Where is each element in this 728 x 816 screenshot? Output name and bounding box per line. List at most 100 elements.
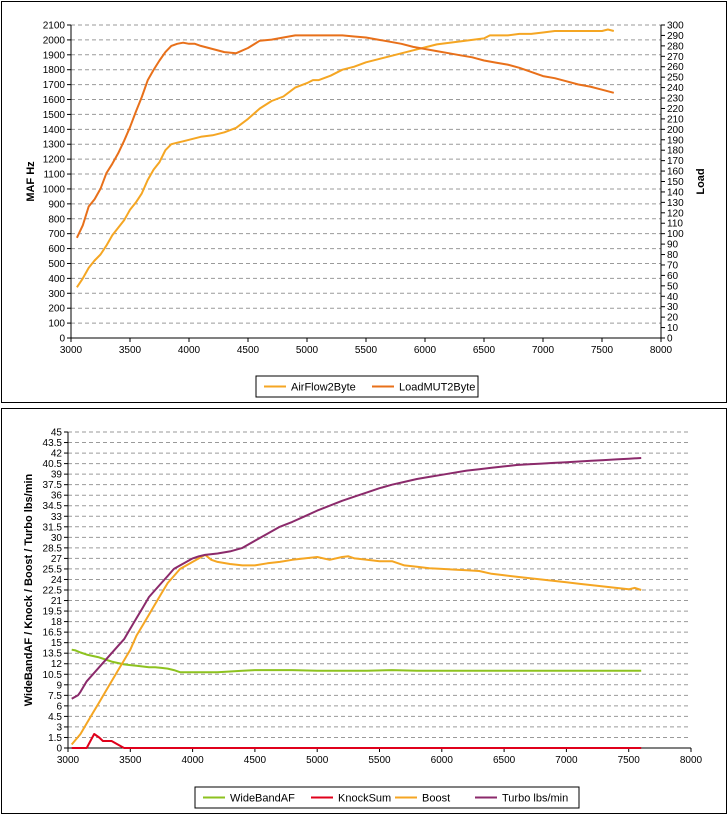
x-tick-label: 5500 — [368, 755, 391, 766]
x-tick-label: 3000 — [60, 345, 83, 356]
x-tick-label: 6000 — [414, 345, 437, 356]
y2-tick-label: 280 — [667, 41, 684, 52]
legend-label-boost: Boost — [422, 793, 450, 805]
y-tick-label: 2000 — [43, 35, 66, 46]
x-tick-label: 5000 — [296, 345, 319, 356]
legend: WideBandAF KnockSum Boost Turbo lbs/min — [194, 786, 580, 809]
x-tick-label: 8000 — [650, 345, 673, 356]
series-line-widebandaf — [71, 648, 642, 674]
y-tick-label: 1.5 — [48, 733, 62, 744]
x-tick-label: 6000 — [431, 755, 454, 766]
y-tick-label: 6 — [56, 701, 62, 712]
y2-tick-label: 20 — [667, 313, 679, 324]
y2-tick-label: 180 — [667, 146, 684, 157]
chart-panel-widebandaf-knock-boost-turbo: 0 1.5 3 4.5 6 7.5 9 10.5 12 13.5 15 16.5 18 19.5 21 22.… — [1, 408, 727, 814]
y-tick-label: 31.5 — [43, 522, 63, 533]
y-tick-label: 34.5 — [43, 501, 63, 512]
legend-label-knocksum: KnockSum — [338, 793, 391, 805]
y2-tick-label: 110 — [667, 219, 683, 230]
y-tick-label: 1400 — [43, 125, 66, 136]
y2-tick-label: 50 — [667, 281, 679, 292]
y2-tick-label: 300 — [667, 21, 684, 32]
series-line-loadmut2byte — [75, 34, 615, 239]
y-tick-label: 100 — [48, 319, 65, 330]
y-tick-label: 22.5 — [43, 586, 63, 597]
y-tick-label: 3 — [56, 722, 62, 733]
y-tick-label: 1200 — [43, 155, 66, 166]
y2-tick-label: 290 — [667, 31, 684, 42]
y-tick-label: 1100 — [43, 170, 65, 181]
legend-label-widebandaf: WideBandAF — [230, 793, 295, 805]
y2-tick-label: 120 — [667, 208, 684, 219]
y-axis-title: MAF Hz — [25, 161, 37, 202]
y2-tick-label: 260 — [667, 62, 684, 73]
y-tick-label: 21 — [51, 596, 63, 607]
y-tick-label: 300 — [48, 289, 65, 300]
y2-tick-label: 70 — [667, 260, 679, 271]
y-tick-label: 0 — [56, 744, 62, 755]
y-tick-label: 500 — [48, 259, 65, 270]
y-tick-label: 4.5 — [48, 712, 62, 723]
y-tick-label: 1000 — [43, 184, 66, 195]
y-tick-label: 43.5 — [43, 438, 63, 449]
y2-tick-label: 200 — [667, 125, 684, 136]
series-line-turbo-lbs-min — [71, 457, 642, 700]
x-tick-label: 7500 — [591, 345, 614, 356]
y-tick-label: 39 — [51, 470, 63, 481]
y-tick-label: 12 — [51, 659, 63, 670]
y-tick-label: 19.5 — [43, 607, 63, 618]
y-tick-label: 900 — [48, 199, 65, 210]
y-tick-label: 1500 — [43, 110, 66, 121]
legend-box — [255, 375, 479, 398]
y-tick-label: 45 — [51, 428, 63, 439]
y2-tick-label: 240 — [667, 83, 684, 94]
y2-axis-title: Load — [695, 168, 707, 194]
y-tick-label: 15 — [51, 638, 63, 649]
y-tick-label: 25.5 — [43, 564, 63, 575]
widebandaf-knock-boost-turbo-chart: 01.534.567.5910.51213.51516.51819.52122.… — [23, 428, 703, 809]
y-tick-label: 600 — [48, 244, 65, 255]
y2-tick-label: 220 — [667, 104, 684, 115]
x-tick-label: 7000 — [532, 345, 555, 356]
y2-tick-label: 130 — [667, 198, 684, 209]
y-tick-label: 30 — [51, 533, 63, 544]
series-line-airflow2byte — [76, 28, 615, 288]
y-tick-label: 10.5 — [43, 670, 63, 681]
y-tick-label: 36 — [51, 491, 63, 502]
y-tick-label: 1600 — [43, 95, 66, 106]
y2-tick-label: 40 — [667, 292, 679, 303]
y2-tick-label: 80 — [667, 250, 679, 261]
y-tick-label: 13.5 — [43, 649, 63, 660]
y-tick-label: 28.5 — [43, 543, 63, 554]
x-tick-label: 5000 — [306, 755, 329, 766]
y-tick-label: 7.5 — [48, 691, 62, 702]
y-tick-label: 33 — [51, 512, 63, 523]
series-line-boost — [70, 553, 642, 746]
x-tick-label: 4000 — [181, 755, 204, 766]
x-tick-label: 4500 — [237, 345, 260, 356]
y2-tick-label: 0 — [667, 334, 673, 345]
y-tick-label: 1700 — [43, 80, 66, 91]
maf-load-chart: 0100200300400500600700800900100011001200… — [25, 21, 707, 398]
y2-tick-label: 90 — [667, 240, 679, 251]
y2-tick-label: 150 — [667, 177, 684, 188]
legend-label-loadmut2byte: LoadMUT2Byte — [399, 382, 475, 394]
y-tick-label: 1900 — [43, 50, 66, 61]
x-tick-label: 6500 — [493, 755, 516, 766]
legend: AirFlow2Byte LoadMUT2Byte — [255, 375, 479, 398]
y-tick-label: 24 — [51, 575, 63, 586]
y2-tick-label: 30 — [667, 302, 679, 313]
legend-label-airflow2byte: AirFlow2Byte — [291, 382, 356, 394]
y2-tick-label: 10 — [667, 323, 679, 334]
y-tick-label: 1300 — [43, 140, 66, 151]
x-tick-label: 8000 — [680, 755, 703, 766]
legend-box — [194, 786, 580, 809]
y2-tick-label: 140 — [667, 187, 684, 198]
y2-tick-label: 230 — [667, 94, 684, 105]
legend-label-turbo-lbs-min: Turbo lbs/min — [502, 793, 568, 805]
y-tick-label: 9 — [56, 680, 62, 691]
y-tick-label: 18 — [51, 617, 63, 628]
y2-tick-label: 210 — [667, 114, 684, 125]
y-tick-label: 16.5 — [43, 628, 63, 639]
y-tick-label: 2100 — [43, 21, 66, 32]
